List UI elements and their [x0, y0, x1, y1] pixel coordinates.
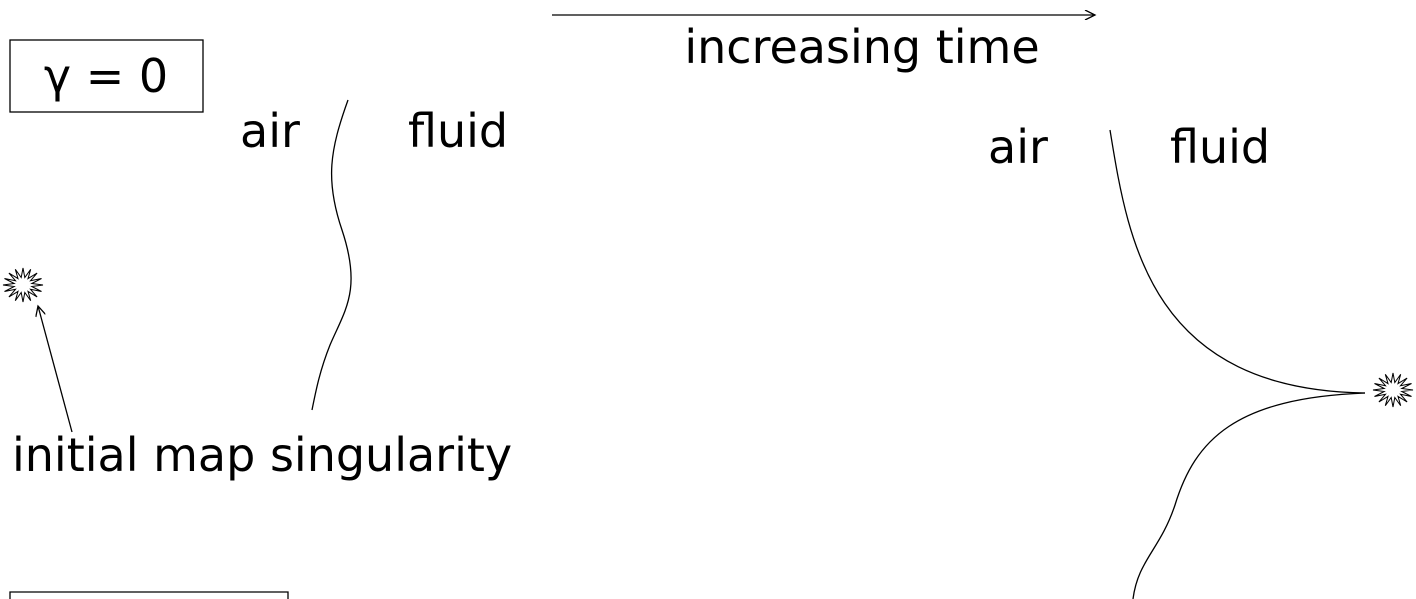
starburst	[1373, 373, 1413, 407]
label-box	[10, 592, 288, 599]
right-label: fluid	[1170, 120, 1270, 174]
singularity-marker	[3, 268, 43, 302]
singularity-marker	[1373, 373, 1413, 407]
starburst	[3, 268, 43, 302]
label-box-text: γ = 0	[44, 49, 168, 103]
interface-curve-lower	[1133, 393, 1365, 599]
left-label: air	[988, 120, 1048, 174]
diagram: γ = 0 increasing time air fluid initial …	[0, 0, 1416, 599]
annotation-arrow	[38, 306, 72, 432]
page: γ = 0 increasing time air fluid initial …	[0, 0, 1416, 599]
arrow-label: increasing time	[684, 20, 1039, 74]
annotation: initial map singularity	[12, 428, 512, 482]
right-label: fluid	[408, 104, 508, 158]
interface-curve	[312, 100, 351, 410]
left-label: air	[240, 104, 300, 158]
